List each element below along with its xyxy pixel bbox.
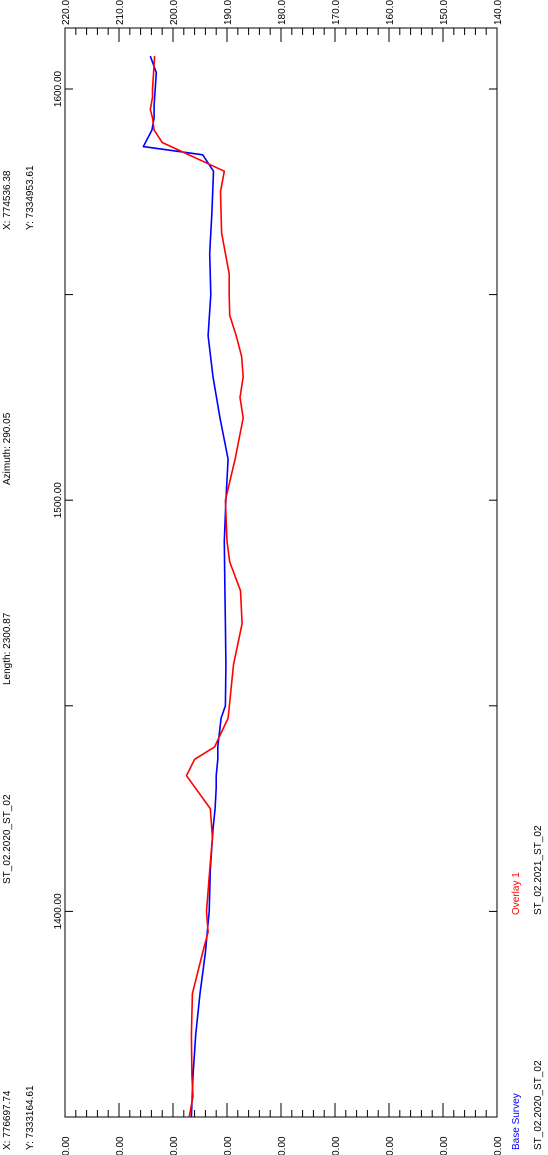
elevation-tick-label-top: 220.00 — [61, 0, 72, 25]
axes-group: 220.00 220.00 210.00 210.00 200.00 200.00 190.… — [53, 0, 504, 1155]
end-y-label: Y: 7334953.61 — [25, 165, 36, 230]
start-y-label: Y: 7333164.61 — [25, 1085, 36, 1150]
elevation-tick-label-top: 170.00 — [331, 0, 342, 25]
elevation-tick-label-bottom: 180.00 — [277, 1136, 288, 1155]
elevation-tick-label-bottom: 210.00 — [115, 1136, 126, 1155]
series-lines — [142, 55, 244, 1118]
start-x-label: X: 776697.74 — [2, 1090, 13, 1150]
plot-frame — [64, 27, 498, 1118]
legend-base-label: Base Survey — [511, 1093, 522, 1150]
overlay-1-line — [149, 56, 244, 1118]
elevation-tick-label-bottom: 170.00 — [331, 1136, 342, 1155]
elevation-tick-label-top: 160.00 — [385, 0, 396, 25]
length-label: Length: 2300.87 — [2, 612, 13, 685]
legend-overlay-surface: ST_02.2021_ST_02 — [533, 825, 544, 915]
elevation-tick-label-bottom: 220.00 — [61, 1136, 72, 1155]
distance-tick-label: 1600.00 — [53, 70, 64, 107]
azimuth-label: Azimuth: 290.05 — [2, 412, 13, 485]
elevation-tick-label-top: 140.00 — [493, 0, 504, 25]
elevation-tick-label-bottom: 200.00 — [169, 1136, 180, 1155]
elevation-tick-label-top: 150.00 — [439, 0, 450, 25]
legend-base-surface: ST_02.2020_ST_02 — [533, 1060, 544, 1150]
distance-tick-label: 1400.00 — [53, 893, 64, 930]
elevation-tick-label-bottom: 160.00 — [385, 1136, 396, 1155]
elevation-tick-label-top: 200.00 — [169, 0, 180, 25]
base-survey-line — [142, 55, 229, 1118]
elevation-tick-label-bottom: 150.00 — [439, 1136, 450, 1155]
elevation-tick-label-bottom: 190.00 — [223, 1136, 234, 1155]
distance-tick-label: 1500.00 — [53, 482, 64, 519]
end-x-label: X: 774536.38 — [2, 170, 13, 230]
elevation-tick-label-top: 210.00 — [115, 0, 126, 25]
legend-overlay-label: Overlay 1 — [511, 872, 522, 915]
elevation-tick-label-top: 180.00 — [277, 0, 288, 25]
elevation-tick-label-bottom: 140.00 — [493, 1136, 504, 1155]
elevation-tick-label-top: 190.00 — [223, 0, 234, 25]
profile-name-label: ST_02.2020_ST_02 — [2, 794, 13, 884]
